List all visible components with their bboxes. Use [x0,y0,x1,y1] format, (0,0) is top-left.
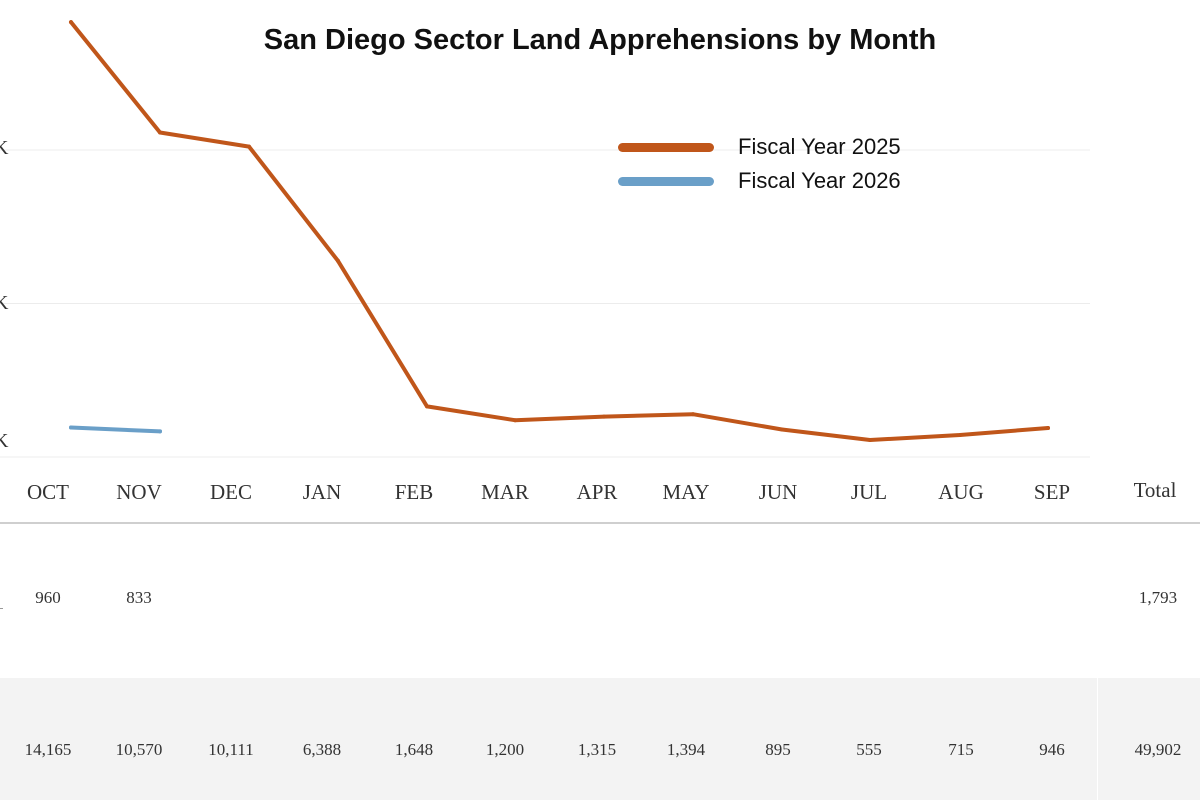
total-column-separator [1097,678,1098,800]
x-tick-label-mar: MAR [481,480,529,504]
x-tick-label-apr: APR [576,480,618,504]
data-point [513,418,517,423]
data-point [158,429,162,434]
y-tick-label: K [0,137,9,159]
table-cell: 1,394 [666,740,706,759]
data-point [158,130,162,135]
table-total-cell: 1,793 [1138,588,1178,607]
x-tick-label-jul: JUL [850,480,888,504]
table-divider [0,522,1200,524]
x-tick-label-jan: JAN [302,480,342,504]
data-point [69,20,73,25]
x-tick-label-nov: NOV [116,480,162,504]
data-point [868,438,872,442]
data-point [69,425,73,430]
data-point [958,433,962,437]
data-point [780,427,784,432]
table-row-fy2026: 960 833 1,793 [0,524,1200,678]
table-cell: 1,648 [394,740,434,759]
table-row-fy2025: 14,165 10,570 10,111 6,388 1,648 1,200 1… [0,678,1200,800]
x-tick-label-feb: FEB [394,480,434,504]
series-line-fiscal-year-2026 [69,425,162,434]
x-tick-label-aug: AUG [938,480,984,504]
table-cell: 1,315 [577,740,617,759]
data-point [425,404,429,409]
table-cell: 1,200 [485,740,525,759]
table-cell: 14,165 [24,740,72,759]
table-cell: 6,388 [302,740,342,759]
table-cell: 555 [856,740,882,759]
row-edge-tick [0,608,3,609]
x-tick-label-sep: SEP [1033,480,1071,504]
y-tick-label: K [0,292,9,314]
x-tick-label-dec: DEC [210,480,252,504]
series-line-fiscal-year-2025 [69,20,1050,442]
chart-title: San Diego Sector Land Apprehensions by M… [263,24,937,56]
legend-swatch-fy2025 [618,142,714,152]
legend-item-fy2026: Fiscal Year 2026 [618,164,901,198]
x-tick-label-may: MAY [662,480,710,504]
table-total-cell: 49,902 [1134,740,1182,759]
table-cell: 895 [765,740,791,759]
total-column-header: Total [1133,478,1177,502]
y-tick-label: K [0,430,9,452]
table-cell: 10,111 [208,740,254,759]
table-cell: 715 [948,740,974,759]
legend-swatch-fy2026 [618,176,714,186]
table-cell: 833 [126,588,152,607]
legend-item-fy2025: Fiscal Year 2025 [618,130,901,164]
legend-label-fy2026: Fiscal Year 2026 [738,168,901,193]
data-point [1046,426,1050,430]
x-tick-label-oct: OCT [27,480,69,504]
legend: Fiscal Year 2025 Fiscal Year 2026 [618,130,901,198]
table-cell: 960 [35,588,61,607]
data-point [336,258,340,263]
x-tick-label-jun: JUN [758,480,798,504]
data-point [602,414,606,419]
legend-label-fy2025: Fiscal Year 2025 [738,134,901,159]
table-cell: 946 [1039,740,1065,759]
data-point [247,144,251,149]
data-point [691,412,695,417]
table-cell: 10,570 [115,740,163,759]
